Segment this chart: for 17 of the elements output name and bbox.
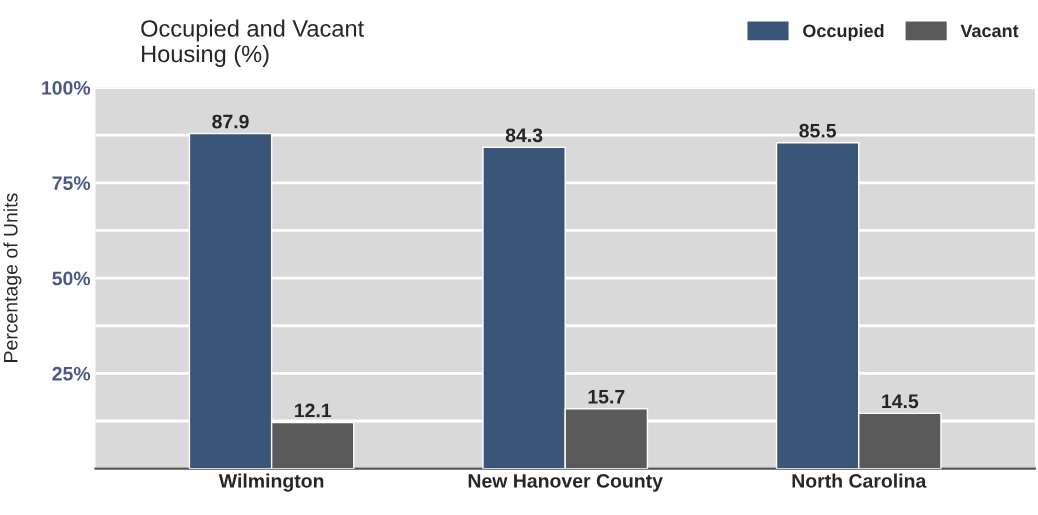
y-tick-label: 100% (42, 81, 91, 95)
data-label: 14.5 (882, 394, 919, 409)
data-label: 84.3 (505, 128, 543, 143)
x-tick-label: New Hanover County (468, 474, 663, 492)
data-label: 85.5 (799, 123, 837, 138)
x-tick-label: North Carolina (792, 473, 927, 488)
x-tick-label: Wilmington (218, 473, 324, 492)
legend-label: Occupied (803, 23, 884, 41)
chart-title: Occupied and Vacant Housing (%) (141, 19, 364, 67)
y-axis-title: Percentage of Units (3, 193, 22, 362)
legend-label: Vacant (960, 24, 1019, 38)
data-label: 15.7 (588, 390, 625, 404)
data-label: 87.9 (212, 114, 249, 129)
y-tick-label: 75% (52, 176, 91, 191)
data-label: 12.1 (295, 403, 332, 418)
y-tick-label: 50% (52, 271, 91, 286)
y-tick-label: 25% (52, 366, 91, 381)
